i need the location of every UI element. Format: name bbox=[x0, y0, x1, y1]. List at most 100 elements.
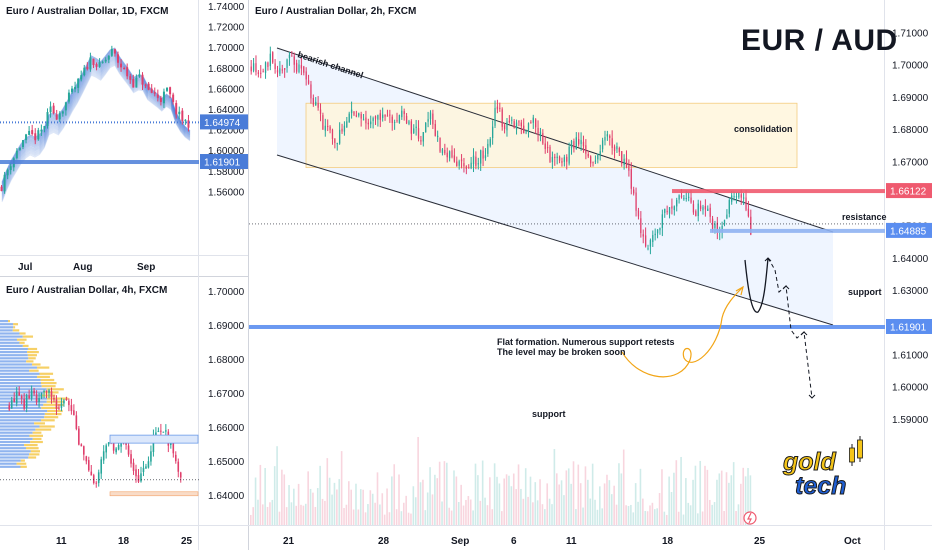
volume-bar bbox=[720, 470, 723, 525]
4h-candle bbox=[87, 460, 90, 471]
volume-bar bbox=[505, 474, 508, 525]
volume-bar bbox=[367, 504, 369, 525]
volume-bar bbox=[575, 509, 577, 525]
main-candle bbox=[396, 120, 398, 122]
volume-bar bbox=[740, 483, 742, 525]
main-candle bbox=[688, 196, 690, 198]
4h-volume-profile-bar bbox=[27, 351, 39, 354]
main-candle bbox=[391, 116, 393, 124]
main-candle bbox=[267, 62, 269, 67]
4h-volume-profile-bar bbox=[34, 422, 45, 425]
volume-bar bbox=[338, 479, 341, 525]
main-candle bbox=[683, 197, 685, 200]
main-candle bbox=[448, 151, 451, 159]
main-candle bbox=[401, 110, 403, 118]
volume-bar bbox=[553, 449, 556, 525]
4h-resistance-zone bbox=[109, 434, 199, 444]
4h-volume-profile-bar bbox=[0, 375, 38, 378]
4h-volume-profile-bar bbox=[0, 406, 42, 409]
main-candle bbox=[520, 122, 522, 127]
volume-bar bbox=[749, 475, 752, 525]
daily-candle bbox=[144, 84, 147, 86]
4h-volume-profile-bar bbox=[22, 335, 34, 338]
daily-candle bbox=[86, 66, 89, 70]
volume-bar bbox=[312, 492, 314, 525]
daily-price-tag-bg bbox=[200, 114, 248, 130]
main-time-tick: 25 bbox=[754, 536, 766, 547]
volume-bar bbox=[591, 463, 594, 525]
main-candle bbox=[542, 133, 544, 144]
volume-bar bbox=[455, 476, 458, 525]
4h-volume-profile-bar bbox=[29, 453, 40, 456]
4h-candle bbox=[15, 391, 18, 404]
main-candle bbox=[616, 146, 618, 150]
4h-candle bbox=[8, 405, 11, 410]
4h-volume-profile-bar bbox=[0, 378, 41, 382]
volume-bar bbox=[639, 468, 642, 525]
main-candle bbox=[422, 132, 424, 142]
main-candle bbox=[587, 153, 589, 157]
main-candle bbox=[444, 149, 446, 154]
main-candle bbox=[393, 121, 396, 123]
volume-bar bbox=[324, 500, 326, 525]
volume-bar bbox=[352, 509, 355, 525]
volume-bar bbox=[465, 499, 467, 525]
main-candle bbox=[532, 117, 534, 123]
lower-support-price-tag: 1.61901 bbox=[886, 318, 932, 334]
volume-bar bbox=[448, 507, 451, 525]
volume-bar bbox=[544, 509, 546, 525]
4h-volume-profile-bar bbox=[19, 332, 26, 335]
volume-bar bbox=[283, 474, 286, 525]
main-time-tick: Sep bbox=[451, 536, 469, 547]
daily-candle bbox=[181, 110, 184, 122]
main-price-tick: 1.60000 bbox=[892, 383, 929, 394]
main-candle bbox=[417, 128, 420, 139]
daily-candle bbox=[166, 87, 169, 91]
main-candle bbox=[635, 192, 637, 211]
volume-bar bbox=[469, 499, 472, 525]
4h-panel bbox=[0, 320, 199, 497]
volume-bar bbox=[254, 477, 257, 525]
4h-candle bbox=[172, 443, 175, 454]
main-candle bbox=[315, 101, 317, 106]
main-candle bbox=[525, 131, 527, 133]
volume-bar bbox=[656, 508, 658, 525]
main-candle bbox=[733, 196, 735, 198]
main-panel bbox=[249, 46, 885, 525]
main-candle bbox=[434, 123, 436, 136]
4h-candle bbox=[177, 461, 180, 472]
main-candle bbox=[403, 111, 405, 115]
daily-panel bbox=[0, 45, 199, 203]
4h-candle bbox=[150, 451, 152, 462]
4h-candle bbox=[152, 436, 155, 452]
main-price-tick: 1.68000 bbox=[892, 125, 929, 136]
daily-candle bbox=[6, 169, 9, 176]
4h-candle bbox=[97, 472, 100, 484]
volume-bar bbox=[577, 464, 580, 525]
volume-bar bbox=[524, 468, 527, 525]
main-candle bbox=[735, 196, 738, 198]
4h-volume-profile-bar bbox=[0, 326, 14, 329]
4h-candle bbox=[100, 459, 103, 474]
4h-volume-profile-bar bbox=[0, 360, 27, 363]
4h-volume-profile-bar bbox=[0, 332, 20, 335]
daily-candle bbox=[187, 120, 190, 128]
volume-bar bbox=[644, 510, 647, 525]
main-candle bbox=[377, 115, 379, 120]
4h-volume-profile-bar bbox=[30, 440, 43, 444]
main-candle bbox=[291, 55, 293, 57]
main-candle bbox=[678, 195, 680, 200]
4h-price-tick: 1.69000 bbox=[208, 321, 245, 332]
main-candle bbox=[360, 114, 362, 119]
main-time-tick: 6 bbox=[511, 536, 517, 547]
daily-time-tick: Jul bbox=[18, 262, 33, 273]
main-candle bbox=[747, 208, 750, 217]
main-candle bbox=[742, 197, 745, 199]
volume-bar bbox=[661, 469, 663, 525]
annotation-arrow bbox=[621, 287, 743, 378]
main-candle bbox=[671, 206, 673, 209]
main-candle bbox=[606, 134, 609, 137]
4h-volume-profile-bar bbox=[40, 378, 55, 382]
main-candle bbox=[731, 195, 733, 202]
